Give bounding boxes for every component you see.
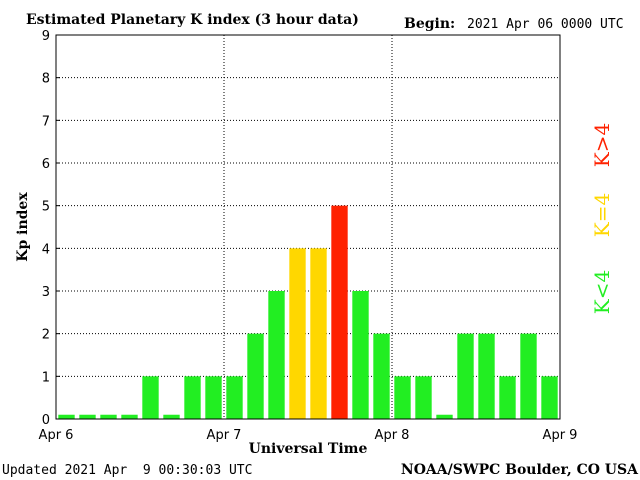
kp-bar <box>289 248 306 419</box>
kp-bar <box>79 414 96 419</box>
y-tick-label: 3 <box>42 285 50 300</box>
kp-bar <box>415 376 432 419</box>
y-tick-label: 0 <box>42 413 50 428</box>
kp-bars <box>58 205 558 419</box>
kp-bar <box>163 414 180 419</box>
updated-timestamp: Updated 2021 Apr 9 00:30:03 UTC <box>2 463 252 478</box>
x-tick-label: Apr 6 <box>39 428 74 443</box>
x-tick-label: Apr 9 <box>543 428 578 443</box>
y-tick-label: 9 <box>42 29 50 44</box>
y-axis-ticks: 0 1 2 3 4 5 6 7 8 9 <box>42 29 60 428</box>
begin-value: 2021 Apr 06 0000 UTC <box>467 17 624 32</box>
kp-bar <box>58 414 75 419</box>
kp-bar <box>268 291 285 419</box>
x-tick-label: Apr 8 <box>375 428 410 443</box>
color-legend: K>4 K=4 K<4 <box>590 123 614 314</box>
kp-bar <box>226 376 243 419</box>
y-tick-label: 2 <box>42 328 50 343</box>
y-axis-label: Kp index <box>15 192 31 262</box>
kp-bar <box>436 414 453 419</box>
kp-bar <box>457 333 474 419</box>
legend-label: K=4 <box>590 193 614 237</box>
plot-frame <box>55 34 561 420</box>
y-tick-label: 7 <box>42 114 50 129</box>
begin-label: Begin: <box>404 16 455 32</box>
kp-bar <box>478 333 495 419</box>
kp-bar <box>499 376 516 419</box>
y-tick-label: 4 <box>42 242 50 257</box>
kp-bar <box>100 414 117 419</box>
kp-bar <box>121 414 138 419</box>
kp-bar <box>373 333 390 419</box>
y-tick-label: 1 <box>42 370 50 385</box>
x-axis-label: Universal Time <box>249 441 368 457</box>
legend-label: K>4 <box>590 123 614 167</box>
legend-label: K<4 <box>590 270 614 314</box>
kp-bar <box>520 333 537 419</box>
y-tick-label: 8 <box>42 72 50 87</box>
y-tick-label: 5 <box>42 200 50 215</box>
kp-bar <box>331 205 348 419</box>
chart-title: Estimated Planetary K index (3 hour data… <box>26 12 359 28</box>
kp-bar <box>205 376 222 419</box>
source-credit: NOAA/SWPC Boulder, CO USA <box>401 462 639 478</box>
kp-bar <box>310 248 327 419</box>
kp-bar <box>247 333 264 419</box>
plot-grid <box>56 35 560 419</box>
kp-bar <box>394 376 411 419</box>
kp-bar <box>184 376 201 419</box>
kp-bar <box>142 376 159 419</box>
x-axis-ticks: Apr 6 Apr 7 Apr 8 Apr 9 <box>39 428 578 443</box>
kp-bar <box>541 376 558 419</box>
y-tick-label: 6 <box>42 157 50 172</box>
kp-bar <box>352 291 369 419</box>
x-tick-label: Apr 7 <box>207 428 242 443</box>
